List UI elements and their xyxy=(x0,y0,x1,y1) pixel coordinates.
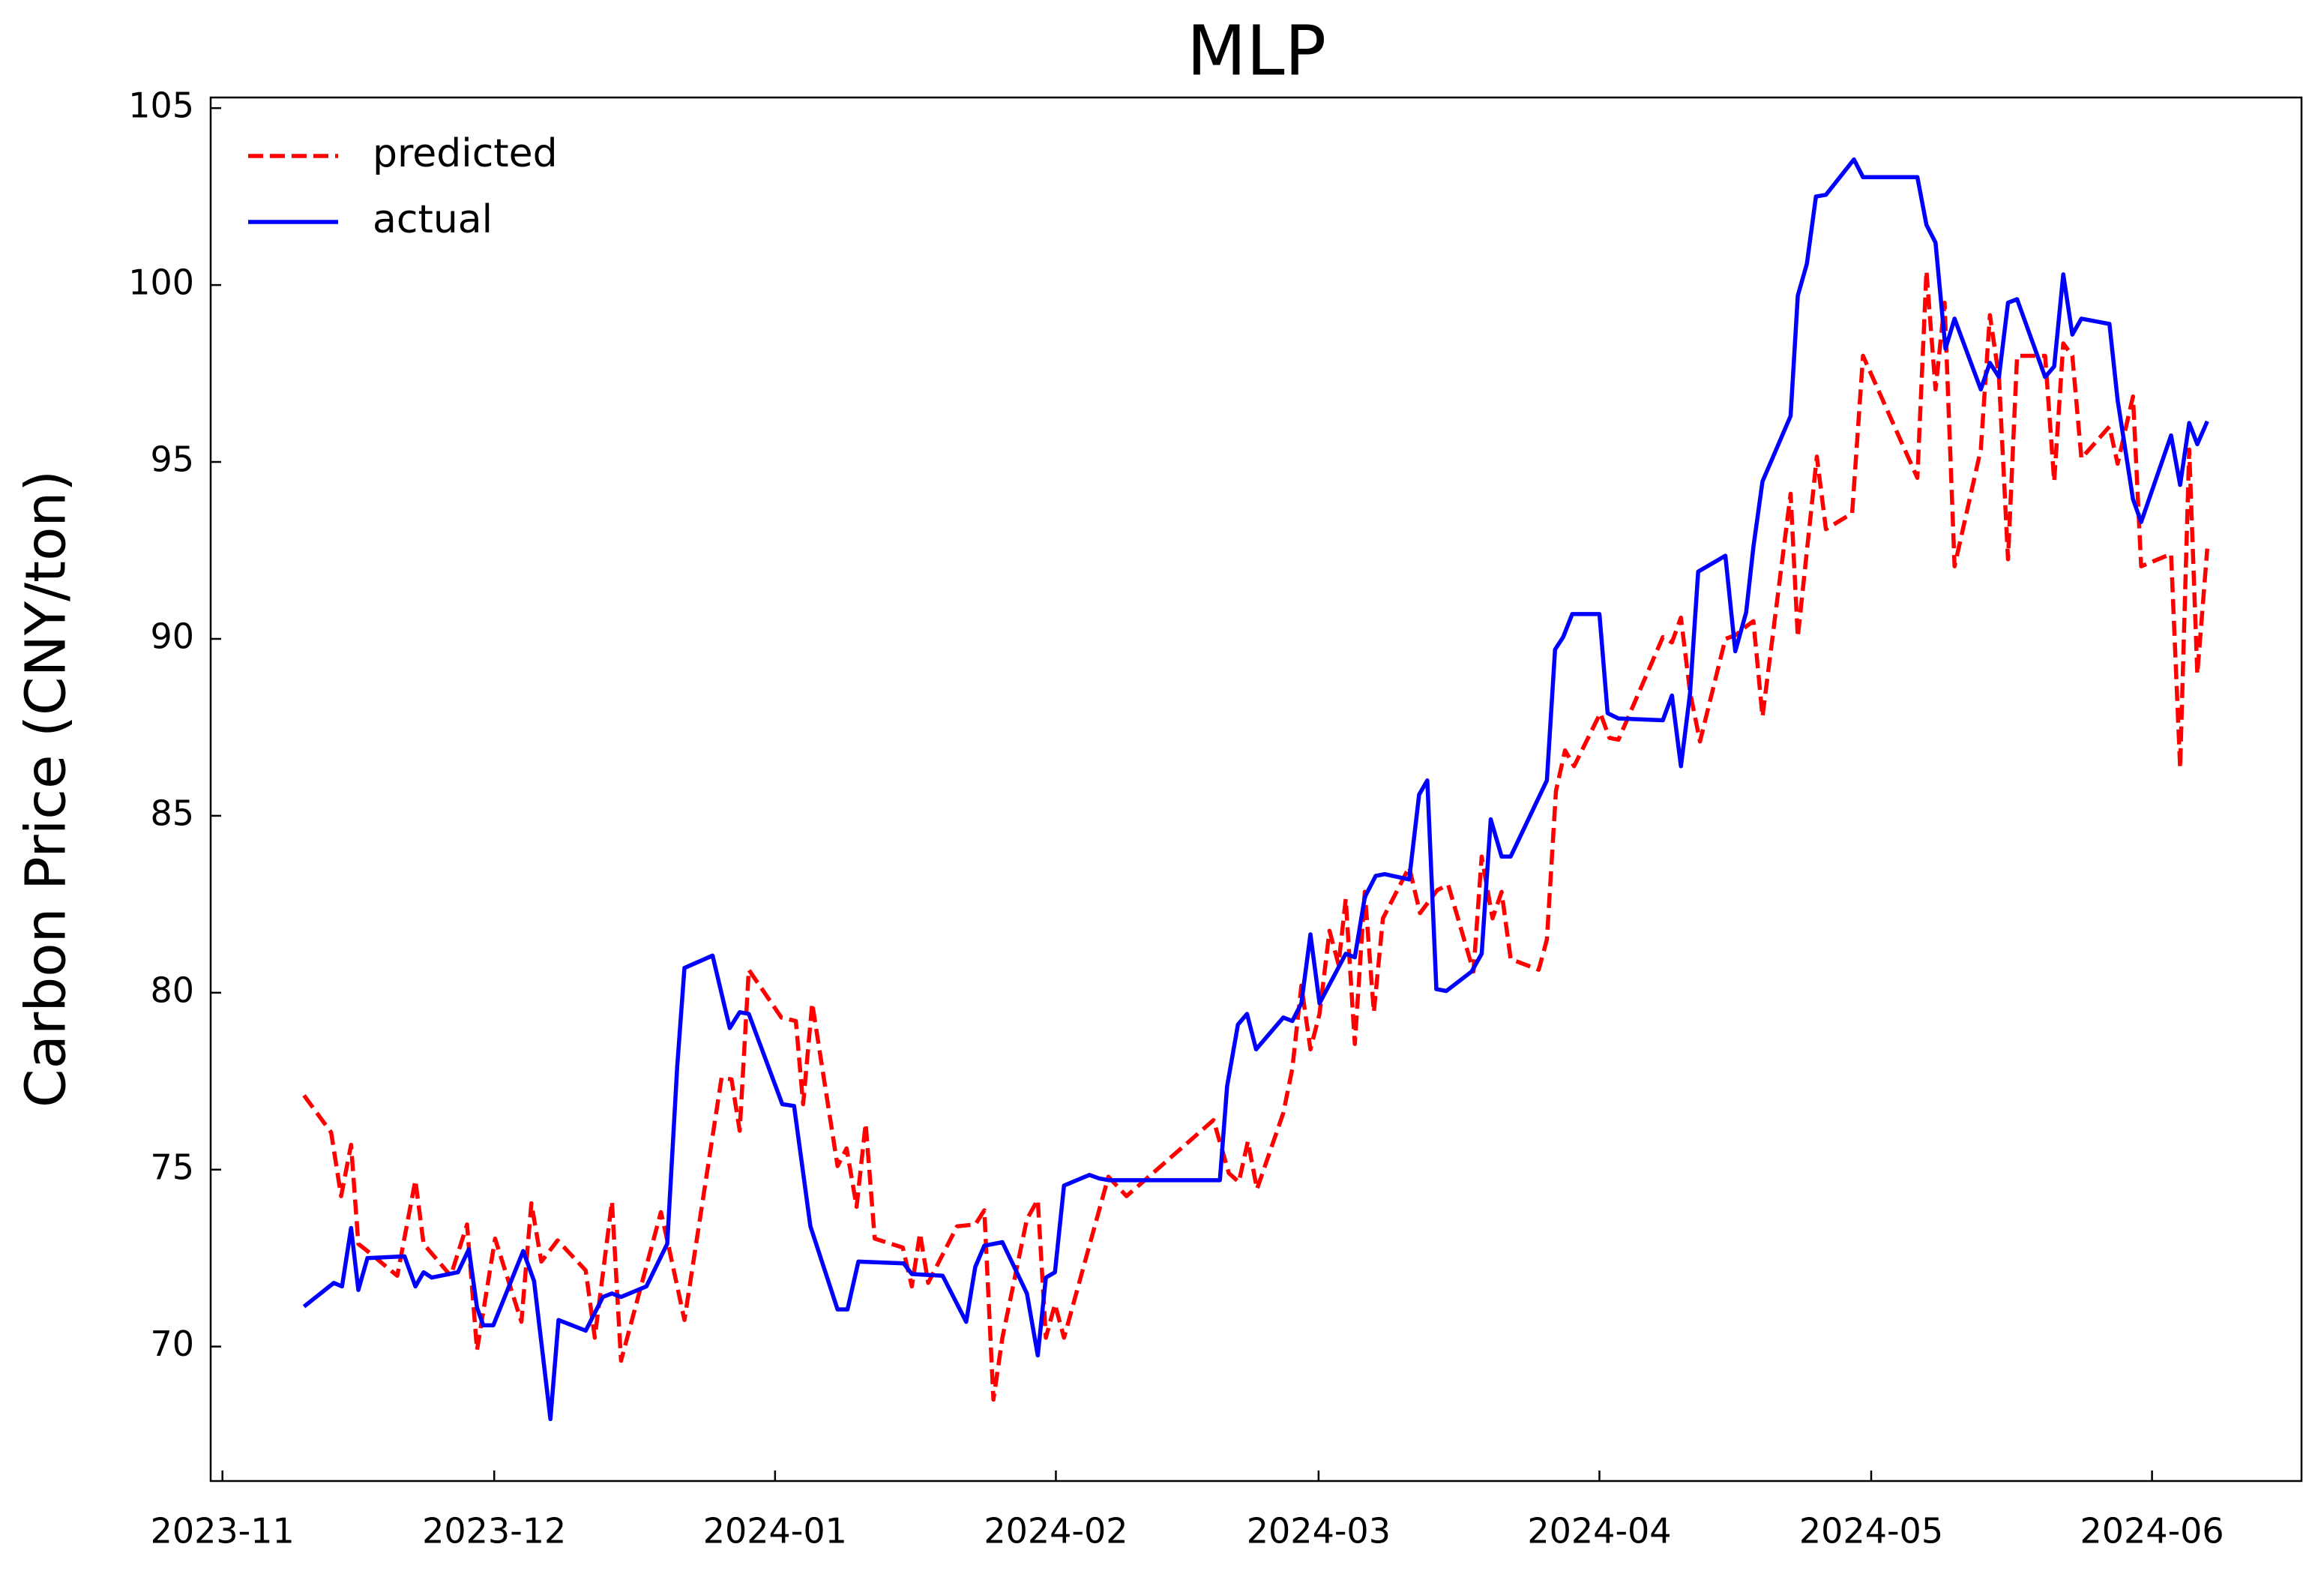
y-tick-label: 70 xyxy=(150,1324,194,1364)
x-tick-label: 2024-05 xyxy=(1799,1511,1943,1552)
legend-label: predicted xyxy=(373,131,558,176)
x-tick-label: 2024-03 xyxy=(1247,1511,1391,1552)
y-tick-label: 100 xyxy=(128,262,194,303)
chart-title: MLP xyxy=(1187,10,1326,91)
y-tick-label: 80 xyxy=(150,970,194,1010)
data-line xyxy=(302,268,2210,1402)
x-tick-label: 2024-02 xyxy=(984,1511,1128,1552)
x-tick-label: 2024-01 xyxy=(703,1511,847,1552)
y-tick-label: 95 xyxy=(150,439,194,480)
plot-frame xyxy=(209,96,2303,1483)
x-tick-label: 2023-12 xyxy=(422,1511,566,1552)
y-tick-label: 105 xyxy=(128,85,194,126)
legend-label: actual xyxy=(373,197,493,242)
y-axis-label: Carbon Price (CNY/ton) xyxy=(14,470,79,1108)
x-tick-label: 2024-04 xyxy=(1527,1511,1671,1552)
y-tick-label: 85 xyxy=(150,793,194,833)
data-line xyxy=(302,157,2209,1422)
y-tick-label: 90 xyxy=(150,616,194,656)
x-tick-label: 2023-11 xyxy=(151,1511,295,1552)
y-tick-label: 75 xyxy=(150,1147,194,1187)
x-tick-label: 2024-06 xyxy=(2080,1511,2224,1552)
